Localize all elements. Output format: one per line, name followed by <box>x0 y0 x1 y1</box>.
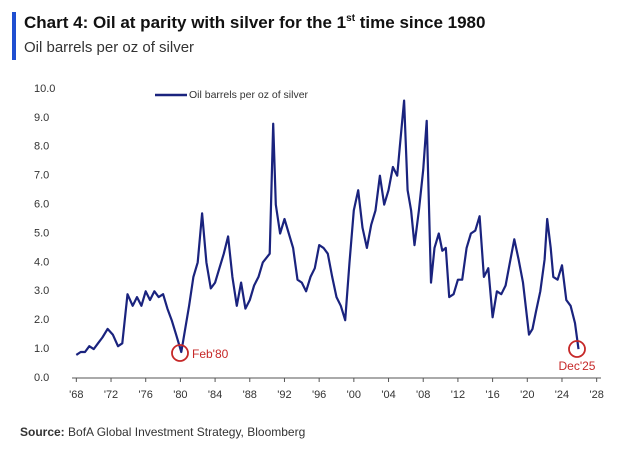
title-part: time since 1980 <box>355 13 485 32</box>
annotation-circle <box>171 344 189 362</box>
x-tick-label: '84 <box>208 389 222 401</box>
source-label: Source: <box>20 425 65 439</box>
x-tick-label: '04 <box>381 389 395 401</box>
x-tick-label: '72 <box>104 389 118 401</box>
chart-title: Chart 4: Oil at parity with silver for t… <box>24 13 485 33</box>
y-tick-label: 0.0 <box>34 372 49 384</box>
y-tick-label: 7.0 <box>34 170 49 182</box>
x-tick-label: '80 <box>173 389 187 401</box>
chart-subtitle: Oil barrels per oz of silver <box>24 39 194 56</box>
y-tick-label: 9.0 <box>34 112 49 124</box>
y-tick-label: 6.0 <box>34 199 49 211</box>
x-tick-label: '68 <box>69 389 83 401</box>
annotation: Dec'25 <box>559 359 596 373</box>
source: Source: BofA Global Investment Strategy,… <box>20 425 305 439</box>
y-tick-label: 8.0 <box>34 141 49 153</box>
x-tick-label: '24 <box>555 389 569 401</box>
x-tick-label: '12 <box>451 389 465 401</box>
x-tick-label: '00 <box>347 389 361 401</box>
x-tick-label: '96 <box>312 389 326 401</box>
x-tick-label: '08 <box>416 389 430 401</box>
legend-label: Oil barrels per oz of silver <box>189 89 309 101</box>
title-sup: st <box>346 13 356 24</box>
x-tick-label: '88 <box>243 389 257 401</box>
x-tick-label: '16 <box>485 389 499 401</box>
y-tick-label: 10.0 <box>34 83 55 95</box>
title-accent <box>12 12 16 60</box>
y-tick-label: 4.0 <box>34 256 49 268</box>
source-text: BofA Global Investment Strategy, Bloombe… <box>65 425 306 439</box>
annotation: Feb'80 <box>192 347 229 361</box>
y-tick-label: 5.0 <box>34 227 49 239</box>
y-tick-label: 3.0 <box>34 285 49 297</box>
x-tick-label: '28 <box>589 389 603 401</box>
title-part: Chart 4: Oil at parity with silver for t… <box>24 13 346 32</box>
series-line <box>75 99 580 356</box>
y-tick-label: 2.0 <box>34 314 49 326</box>
annotation-circle <box>568 340 586 358</box>
y-tick-label: 1.0 <box>34 343 49 355</box>
x-tick-label: '20 <box>520 389 534 401</box>
x-tick-label: '92 <box>277 389 291 401</box>
x-tick-label: '76 <box>139 389 153 401</box>
